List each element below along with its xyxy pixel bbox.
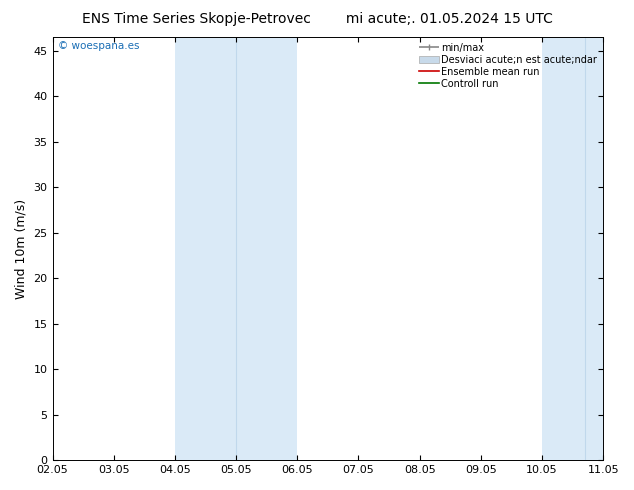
Text: © woespana.es: © woespana.es xyxy=(58,41,139,51)
Legend: min/max, Desviaci acute;n est acute;ndar, Ensemble mean run, Controll run: min/max, Desviaci acute;n est acute;ndar… xyxy=(415,39,601,93)
Bar xyxy=(542,37,634,460)
Y-axis label: Wind 10m (m/s): Wind 10m (m/s) xyxy=(15,198,28,299)
Text: ENS Time Series Skopje-Petrovec        mi acute;. 01.05.2024 15 UTC: ENS Time Series Skopje-Petrovec mi acute… xyxy=(82,12,552,26)
Bar xyxy=(175,37,297,460)
